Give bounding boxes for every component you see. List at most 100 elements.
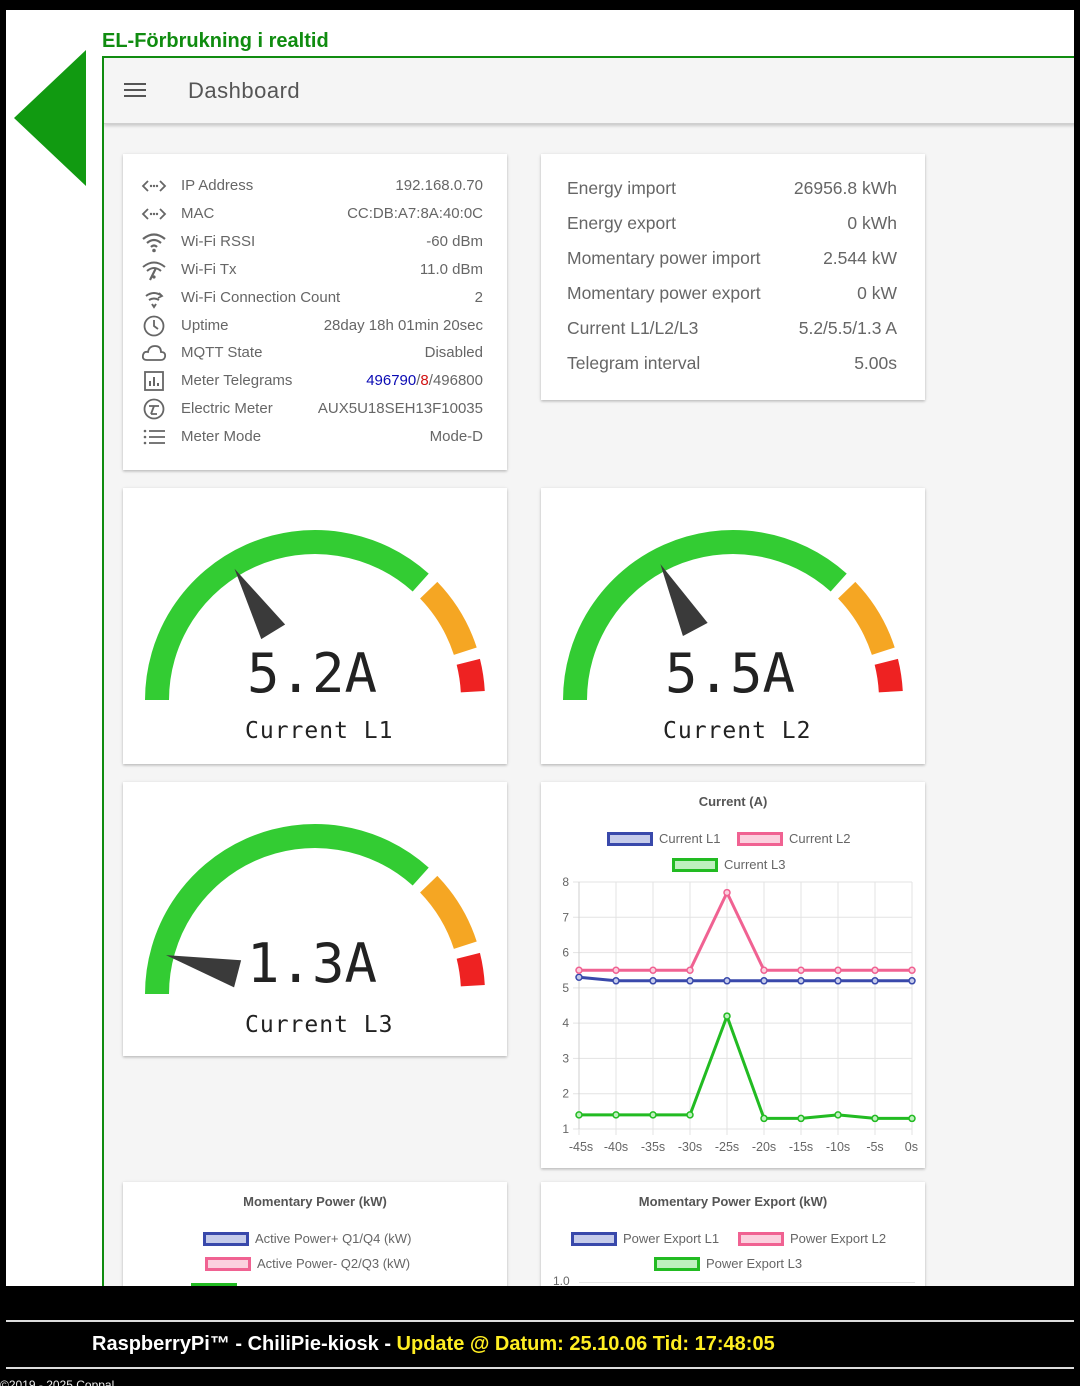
gauge-arc-red [456, 952, 485, 987]
data-point[interactable] [797, 966, 805, 974]
power-export-card: Momentary Power Export (kW) Power Export… [541, 1182, 925, 1286]
hamburger-menu-icon[interactable] [124, 80, 148, 102]
info-row-wi-fi-connection-count: Wi-Fi Connection Count 2 [141, 286, 483, 310]
data-point[interactable] [908, 1114, 916, 1123]
info-label: Meter Telegrams [181, 372, 293, 390]
gauge-arc-green [145, 530, 429, 701]
legend-active-power-minus[interactable]: Active Power- Q2/Q3 (kW) [205, 1256, 410, 1271]
telegrams-sep: / [416, 372, 421, 390]
gauge-card-l1: 5.2A Current L1 [123, 488, 507, 764]
data-point[interactable] [797, 977, 805, 985]
gauge-label: Current L1 [245, 718, 394, 744]
gauge-arc-red [874, 658, 903, 693]
dashboard-frame: Dashboard IP Address 192.168.0.70 MAC CC:DB… [102, 56, 1074, 1286]
update-timestamp: Update @ Datum: 25.10.06 Tid: 17:48:05 [396, 1333, 775, 1355]
data-point[interactable] [686, 977, 694, 985]
data-point[interactable] [760, 977, 768, 985]
data-point[interactable] [723, 977, 731, 985]
gauge-card-l2: 5.5A Current L2 [541, 488, 925, 764]
data-point[interactable] [686, 1111, 694, 1119]
x-tick-label: 0s [905, 1140, 918, 1154]
grid-line [579, 1282, 915, 1283]
legend-export-l2[interactable]: Power Export L2 [738, 1231, 886, 1246]
data-point[interactable] [649, 1111, 657, 1119]
data-point[interactable] [908, 966, 916, 974]
data-point[interactable] [834, 1111, 842, 1119]
x-tick-label: -40s [604, 1140, 628, 1154]
x-tick-label: -5s [866, 1140, 883, 1154]
data-point[interactable] [575, 973, 583, 982]
info-value: 2 [474, 288, 483, 306]
gauge-needle [660, 564, 708, 637]
info-value: 496790/8/496800 [366, 372, 483, 389]
code-arrows-icon [141, 208, 167, 220]
legend-swatch [654, 1257, 700, 1271]
data-point[interactable] [760, 966, 768, 974]
gauge-dial [145, 824, 485, 995]
chart-title: Momentary Power (kW) [243, 1194, 387, 1209]
y-tick-label: 4 [562, 1016, 569, 1030]
gauge-arc-red [456, 658, 485, 693]
data-point[interactable] [797, 1114, 805, 1123]
info-label: MAC [181, 204, 215, 222]
gauge-needle [234, 568, 286, 640]
energy-summary-card: Energy import 26956.8 kWh Energy export 0 k… [541, 154, 925, 400]
chart-title: Current (A) [698, 794, 768, 809]
energy-row-telegram-interval: Telegram interval 5.00s [567, 351, 897, 377]
legend-export-l3[interactable]: Power Export L3 [654, 1256, 802, 1271]
legend-current-l3[interactable]: Current L3 [672, 857, 785, 872]
cloud-icon [141, 345, 167, 362]
gauge-value: 1.3A [247, 932, 378, 995]
info-row-ip-address: IP Address 192.168.0.70 [141, 174, 483, 198]
data-point[interactable] [723, 888, 731, 897]
data-point[interactable] [871, 977, 879, 985]
legend-current-l1[interactable]: Current L1 [607, 831, 720, 846]
data-point[interactable] [723, 1012, 731, 1020]
data-point[interactable] [871, 966, 879, 974]
data-point[interactable] [612, 1111, 620, 1119]
legend-swatch [203, 1232, 249, 1246]
data-point[interactable] [649, 966, 657, 974]
code-arrows-icon [141, 180, 167, 192]
energy-value: 5.00s [854, 353, 897, 373]
data-point[interactable] [908, 977, 916, 985]
gauge-value: 5.2A [247, 642, 378, 705]
info-value: -60 dBm [426, 232, 483, 250]
legend-current-l2[interactable]: Current L2 [737, 831, 850, 846]
data-point[interactable] [612, 977, 620, 985]
info-label: Wi-Fi Tx [181, 260, 237, 278]
info-label: Uptime [181, 316, 229, 334]
data-point[interactable] [834, 966, 842, 974]
kiosk-title: EL-Förbrukning i realtid [102, 30, 329, 52]
footer-divider [6, 1367, 1074, 1369]
clock-icon [143, 315, 165, 336]
energy-value: 26956.8 kWh [793, 178, 897, 198]
energy-label: Current L1/L2/L3 [567, 318, 699, 338]
legend-export-l1[interactable]: Power Export L1 [571, 1231, 719, 1246]
data-point[interactable] [760, 1114, 768, 1123]
list-icon [143, 429, 165, 445]
back-arrow-icon[interactable] [14, 50, 86, 186]
data-point[interactable] [871, 1114, 879, 1123]
info-label: Wi-Fi Connection Count [181, 288, 341, 306]
bar-chart-icon [144, 371, 164, 392]
legend-third-series[interactable] [191, 1282, 243, 1286]
current-line-chart: 1 2 3 4 5 6 7 8 -45s -40s -35s -30s -25s -20s -15s -10s… [562, 875, 918, 1154]
energy-row-momentary-power-export: Momentary power export 0 kW [567, 281, 897, 307]
data-point[interactable] [575, 1111, 583, 1119]
y-tick-label: 6 [562, 946, 569, 960]
data-point[interactable] [834, 977, 842, 985]
legend-swatch [205, 1257, 251, 1271]
gauge-arc-green [563, 530, 847, 701]
data-point[interactable] [649, 977, 657, 985]
data-point[interactable] [612, 966, 620, 974]
x-tick-label: -30s [678, 1140, 702, 1154]
info-row-wi-fi-tx: Wi-Fi Tx 11.0 dBm [141, 258, 483, 282]
info-value: 11.0 dBm [419, 260, 483, 278]
data-point[interactable] [575, 966, 583, 974]
meter-icon [143, 398, 165, 420]
data-point[interactable] [686, 966, 694, 974]
info-label: Wi-Fi RSSI [181, 232, 256, 250]
legend-active-power-plus[interactable]: Active Power+ Q1/Q4 (kW) [203, 1231, 411, 1246]
app-bar: Dashboard [104, 58, 1074, 124]
